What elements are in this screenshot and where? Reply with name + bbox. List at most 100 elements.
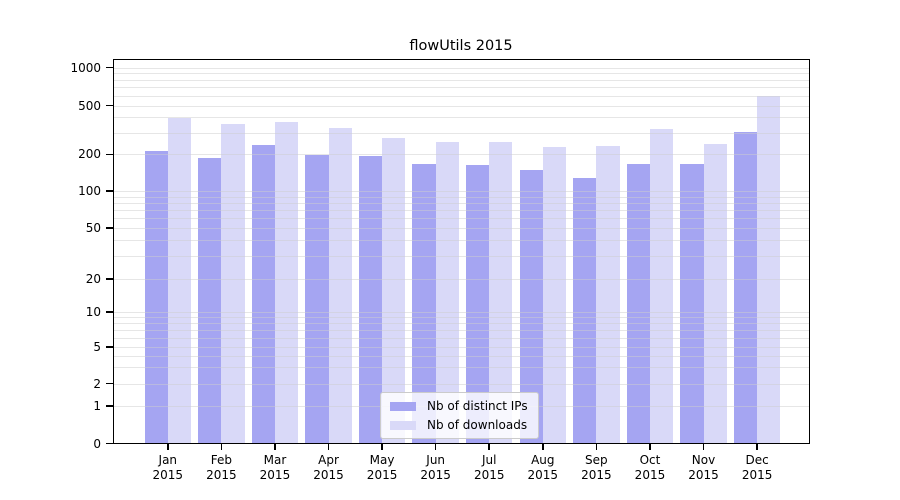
y-tick-label: 0: [93, 436, 101, 451]
y-tick-mark: [106, 442, 113, 445]
gridline: [113, 73, 810, 75]
y-tick-label: 2: [93, 376, 101, 391]
gridline: [113, 210, 810, 212]
y-tick-mark: [106, 278, 113, 280]
y-tick-mark: [106, 346, 113, 348]
y-tick-label: 1: [93, 399, 101, 413]
legend: Nb of distinct IPs Nb of downloads: [380, 392, 539, 439]
y-tick-mark: [106, 66, 113, 69]
chart-title: flowUtils 2015: [409, 38, 513, 54]
x-tick-mark: [327, 443, 330, 450]
gridline: [113, 330, 810, 331]
gridline: [113, 383, 810, 385]
bar-downloads-nov: [703, 143, 727, 444]
gridline: [113, 317, 810, 319]
x-tick-label: Dec 2015: [741, 452, 773, 483]
bar-distinct-ips-oct: [626, 163, 650, 444]
gridline: [113, 79, 810, 81]
y-tick-mark: [106, 190, 113, 192]
bar-downloads-sep: [596, 145, 620, 444]
gridline: [113, 256, 810, 258]
gridline: [113, 154, 810, 156]
x-tick-label: Sep 2015: [581, 452, 612, 483]
bar-distinct-ips-jun: [412, 164, 436, 444]
legend-item-downloads: Nb of downloads: [390, 417, 528, 433]
y-tick-label: 50: [85, 221, 101, 235]
y-tick-mark: [106, 153, 113, 156]
legend-label-distinct-ips: Nb of distinct IPs: [427, 399, 528, 413]
x-tick-mark: [434, 443, 437, 450]
gridline: [113, 105, 810, 107]
bar-distinct-ips-may: [358, 156, 383, 444]
bar-distinct-ips-jul: [466, 164, 490, 444]
bar-downloads-mar: [274, 122, 299, 444]
bar-downloads-may: [382, 137, 406, 444]
x-tick-label: Jan 2015: [152, 452, 184, 483]
gridline: [113, 218, 810, 220]
x-tick-mark: [488, 443, 490, 450]
gridline: [113, 355, 810, 357]
y-tick-mark: [106, 311, 113, 313]
legend-label-downloads: Nb of downloads: [427, 418, 528, 432]
gridline: [113, 312, 810, 313]
x-tick-label: Mar 2015: [259, 452, 291, 483]
gridline: [113, 240, 810, 242]
bar-downloads-oct: [649, 128, 674, 444]
x-tick-mark: [702, 443, 705, 450]
gridline: [113, 132, 810, 134]
bar-distinct-ips-jan: [144, 150, 168, 444]
x-tick-label: Apr 2015: [313, 452, 344, 483]
x-tick-mark: [649, 443, 651, 450]
x-tick-label: Jul 2015: [473, 452, 505, 483]
x-tick-label: Jun 2015: [420, 452, 451, 483]
gridline: [113, 196, 810, 198]
gridline: [113, 323, 810, 325]
y-tick-label: 5: [93, 340, 101, 354]
x-tick-mark: [756, 443, 758, 450]
bar-downloads-feb: [221, 124, 245, 444]
x-tick-mark: [542, 443, 544, 450]
y-tick-label: 100: [78, 184, 101, 198]
x-tick-mark: [381, 443, 383, 450]
y-tick-mark: [106, 104, 113, 107]
gridline: [113, 367, 810, 369]
gridline: [113, 87, 810, 89]
gridline: [113, 337, 810, 339]
gridline: [113, 347, 810, 348]
x-tick-label: Aug 2015: [527, 452, 559, 483]
legend-swatch-downloads: [390, 420, 416, 430]
y-tick-mark: [106, 405, 113, 407]
x-tick-mark: [167, 443, 169, 450]
y-tick-label: 20: [85, 272, 101, 286]
gridline: [113, 279, 810, 280]
x-tick-label: Oct 2015: [634, 452, 666, 483]
bar-distinct-ips-dec: [733, 132, 758, 444]
gridline: [113, 95, 810, 97]
y-tick-mark: [106, 227, 113, 229]
y-tick-label: 1000: [70, 60, 101, 75]
bar-distinct-ips-feb: [198, 158, 222, 444]
legend-item-distinct-ips: Nb of distinct IPs: [390, 398, 528, 414]
gridline: [113, 228, 810, 229]
y-tick-mark: [106, 382, 113, 385]
y-tick-label: 200: [78, 147, 101, 162]
bar-distinct-ips-mar: [251, 144, 275, 444]
y-tick-label: 500: [78, 98, 101, 113]
x-tick-mark: [595, 443, 598, 450]
bar-distinct-ips-nov: [680, 164, 704, 444]
bar-downloads-dec: [757, 95, 781, 444]
gridline: [113, 67, 810, 69]
bar-downloads-jan: [167, 118, 191, 444]
gridline: [113, 202, 810, 204]
bar-distinct-ips-sep: [573, 177, 597, 444]
y-tick-label: 10: [85, 305, 101, 319]
bar-downloads-aug: [542, 147, 566, 444]
bar-distinct-ips-apr: [305, 155, 329, 444]
legend-swatch-distinct-ips: [390, 401, 416, 411]
gridline: [113, 191, 810, 192]
x-tick-label: Feb 2015: [206, 452, 237, 483]
x-tick-mark: [274, 443, 276, 450]
bar-downloads-apr: [328, 128, 352, 444]
